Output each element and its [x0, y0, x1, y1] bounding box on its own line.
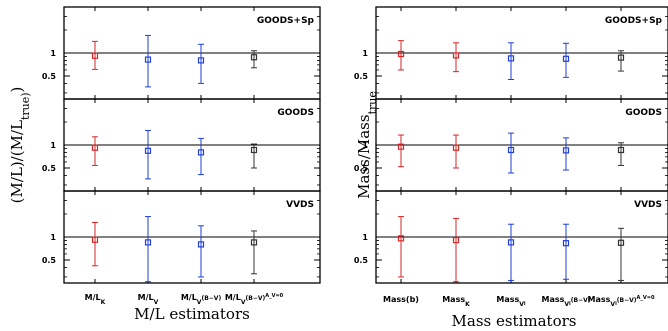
panel-title: GOODS: [625, 108, 662, 118]
panel-title: GOODS+Sp: [605, 16, 663, 26]
marker: [452, 237, 460, 244]
data-point: [507, 132, 515, 174]
marker: [617, 239, 625, 246]
data-point: [507, 42, 515, 80]
marker: [91, 236, 99, 243]
y-tick-label: 1: [362, 233, 368, 242]
marker: [250, 239, 258, 246]
marker: [197, 241, 205, 248]
chart-1: 1 0.5 GOODS+Sp 1 0.5 GOODS 1 0.5 VVDS (M/L)/(M/Lt…: [8, 6, 321, 323]
data-point: [617, 50, 625, 72]
marker: [562, 240, 570, 247]
data-point: [91, 136, 99, 166]
data-point: [144, 216, 152, 283]
marker: [452, 52, 460, 59]
y-tick-label: 0.5: [354, 256, 369, 265]
y-tick-label: 0.5: [42, 72, 57, 81]
data-point: [91, 221, 99, 267]
data-point: [562, 137, 570, 171]
marker: [250, 54, 258, 61]
data-point: [617, 227, 625, 281]
panel-vvds: 1 0.5 VVDS: [354, 190, 668, 284]
x-axis-label: Mass estimators: [452, 312, 577, 330]
y-tick-label: 0.5: [354, 72, 369, 81]
data-point: [507, 223, 515, 281]
panel-goods: 1 0.5 GOODS: [42, 98, 321, 192]
marker: [562, 55, 570, 62]
panel-goods-sp: 1 0.5 GOODS+Sp: [354, 6, 668, 100]
x-tick-label: MassVi: [496, 295, 526, 308]
y-axis-label: (M/L)/(M/Ltrue)): [8, 87, 32, 204]
marker: [507, 146, 515, 154]
panel-title: GOODS+Sp: [257, 16, 315, 26]
data-point: [397, 40, 405, 71]
data-point: [250, 230, 258, 275]
chart-2: 1 0.5 GOODS+Sp 1 0.5 GOODS 1 0.5 VVDS Mass/Masstr…: [354, 6, 668, 330]
marker: [197, 57, 205, 64]
x-tick-label: M/LK: [85, 293, 106, 306]
y-tick-label: 0.5: [42, 164, 57, 173]
data-point: [91, 40, 99, 70]
panel-title: GOODS: [277, 108, 314, 118]
data-point: [197, 43, 205, 84]
x-tick-label: MassVi(B−V): [542, 295, 591, 308]
x-tick-label: MassVi(B−V)A_V=0: [588, 295, 655, 308]
marker: [617, 54, 625, 61]
x-tick-label: MassK: [442, 295, 470, 308]
marker: [452, 144, 460, 151]
panel-goods: 1 0.5 GOODS: [354, 98, 668, 192]
panel-title: VVDS: [634, 200, 662, 210]
marker: [91, 52, 99, 59]
y-tick-label: 1: [50, 233, 56, 242]
data-point: [617, 142, 625, 166]
panel-goods-sp: 1 0.5 GOODS+Sp: [42, 6, 321, 100]
data-point: [397, 134, 405, 168]
marker: [617, 146, 625, 154]
data-point: [197, 137, 205, 176]
marker: [397, 235, 405, 242]
y-tick-label: 1: [362, 141, 368, 150]
x-tick-label: Mass(b): [383, 295, 419, 304]
marker: [144, 56, 152, 63]
y-tick-label: 1: [50, 141, 56, 150]
marker: [197, 149, 205, 156]
x-tick-label: M/LV(B−V)A_V=0: [225, 293, 284, 306]
data-point: [562, 223, 570, 280]
data-point: [397, 216, 405, 278]
y-tick-label: 0.5: [42, 256, 57, 265]
panel-vvds: 1 0.5 VVDS: [42, 190, 321, 284]
marker: [250, 146, 258, 154]
data-point: [452, 134, 460, 169]
marker: [397, 50, 405, 58]
data-point: [144, 129, 152, 180]
marker: [562, 147, 570, 154]
x-tick-label: M/LV(B−V): [181, 293, 222, 306]
data-point: [452, 217, 460, 283]
panel-title: VVDS: [286, 200, 314, 210]
y-tick-label: 0.5: [354, 164, 369, 173]
y-axis-label: Mass/Masstrue: [355, 91, 379, 199]
data-point: [144, 34, 152, 88]
marker: [507, 55, 515, 62]
data-point: [250, 143, 258, 169]
marker: [144, 147, 152, 154]
data-point: [562, 42, 570, 78]
x-tick-label: M/LV: [138, 293, 159, 306]
data-point: [197, 225, 205, 278]
y-tick-label: 1: [362, 49, 368, 58]
marker: [397, 143, 405, 150]
marker: [144, 239, 152, 246]
data-point: [452, 42, 460, 73]
x-axis-label: M/L estimators: [134, 305, 250, 323]
marker: [91, 144, 99, 151]
marker: [507, 239, 515, 246]
data-point: [250, 50, 258, 69]
y-tick-label: 1: [50, 49, 56, 58]
